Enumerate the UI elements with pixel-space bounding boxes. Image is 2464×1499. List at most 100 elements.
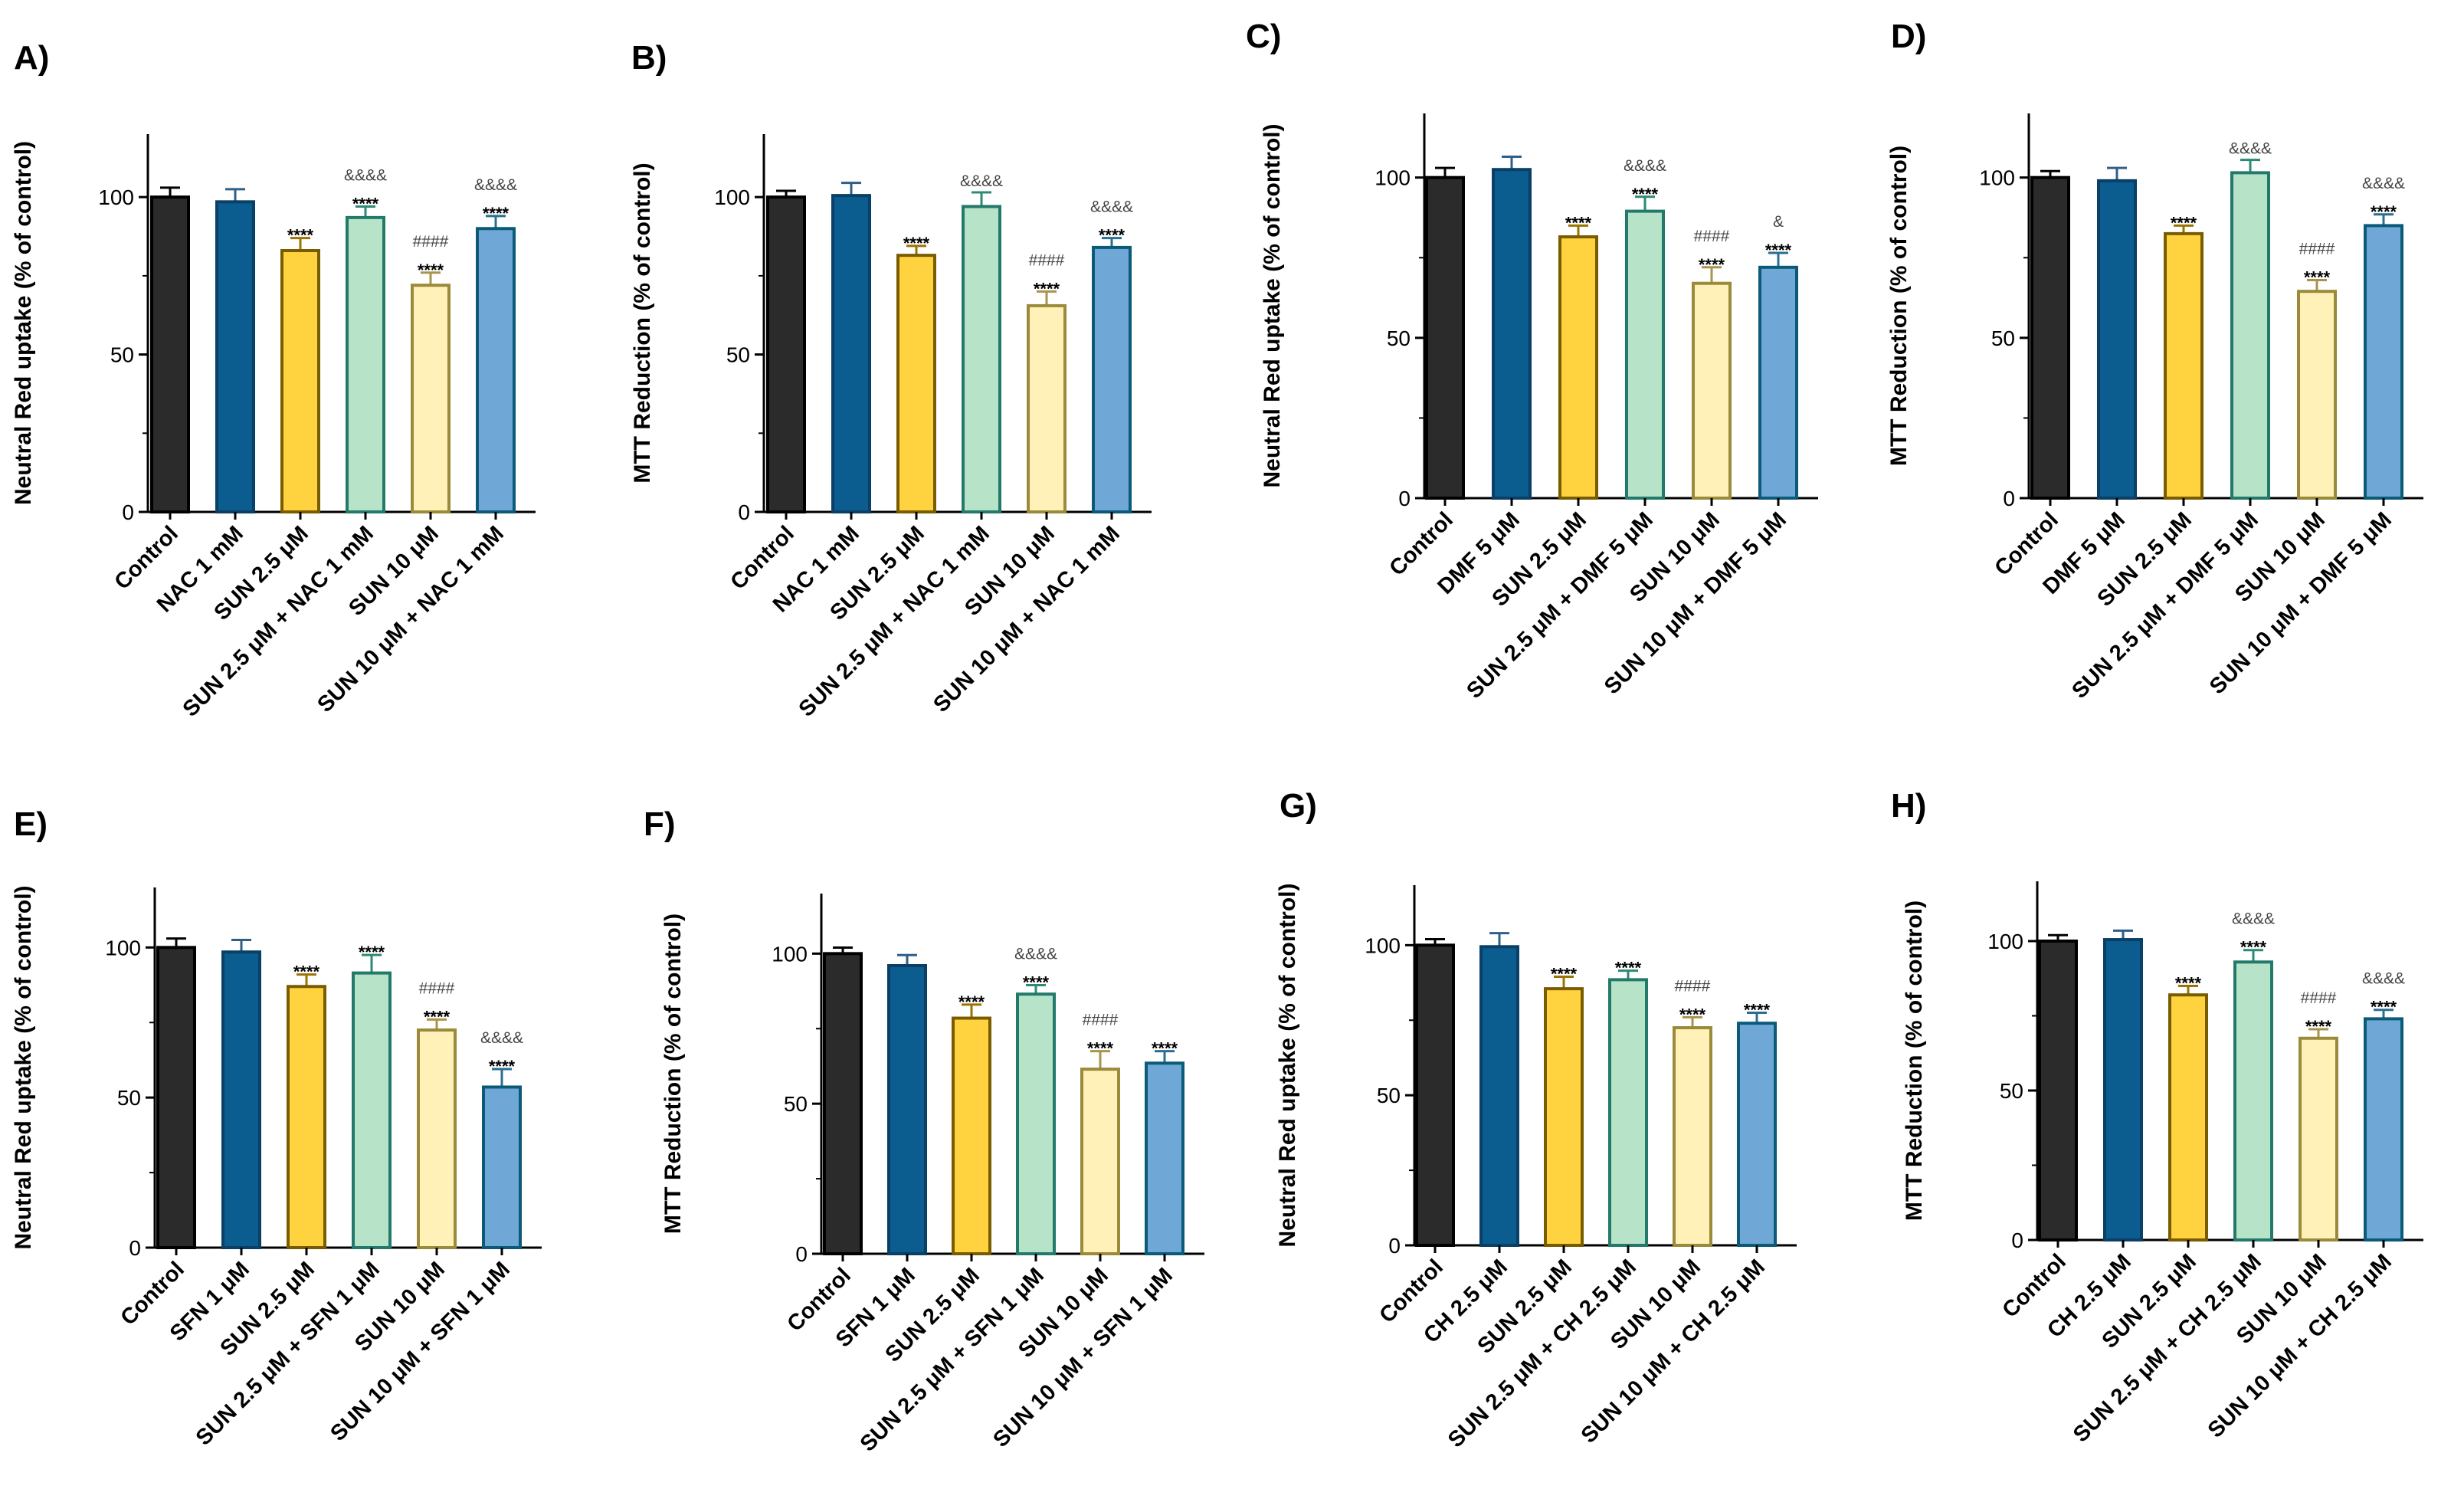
significance-label: &&&& [2362,175,2405,192]
significance-label: & [1773,213,1784,231]
bar-1 [823,952,863,1256]
bar-3 [287,985,326,1249]
bar-6 [476,227,516,513]
significance-label: &&&& [1014,945,1057,963]
y-tick-label: 50 [784,1092,808,1116]
y-axis-label: Neutral Red uptake (% of control) [11,885,36,1249]
significance-label: &&&& [474,176,517,194]
significance-label: **** [1034,279,1060,298]
y-tick-label: 50 [1377,1084,1401,1107]
y-axis-label: MTT Reduction (% of control) [1902,900,1927,1221]
significance-label: **** [1087,1039,1114,1058]
y-axis-label: MTT Reduction (% of control) [1886,146,1912,466]
significance-label: **** [1699,255,1725,274]
bar-4 [2230,171,2270,500]
y-tick-label: 0 [795,1242,808,1266]
significance-label: **** [1551,964,1578,983]
bar-1 [1415,943,1455,1248]
bar-6 [482,1085,522,1250]
significance-label: #### [1029,251,1065,269]
panel-label: G) [1280,787,1317,825]
bar-4 [962,205,1001,513]
panel-label: B) [631,39,667,77]
significance-label: **** [958,992,985,1012]
y-axis-label: Neutral Red uptake (% of control) [11,141,36,505]
bar-5 [2297,290,2337,500]
y-tick-label: 100 [1375,166,1411,190]
bar-2 [2097,179,2137,500]
significance-label: &&&& [2362,970,2405,988]
significance-label: **** [293,963,320,982]
y-tick-label: 100 [714,185,750,209]
significance-label: &&&& [480,1029,523,1047]
significance-label: **** [359,943,385,962]
bar-2 [221,950,261,1250]
y-tick-label: 100 [1365,933,1401,957]
significance-label: #### [2299,241,2335,258]
y-axis-label: MTT Reduction (% of control) [630,162,655,483]
bar-4 [352,971,392,1249]
significance-label: **** [424,1007,451,1026]
bar-5 [1673,1026,1712,1247]
bar-5 [2299,1036,2338,1242]
bar-2 [831,194,871,514]
bar-3 [1544,987,1584,1247]
bar-3 [280,249,320,513]
significance-label: **** [903,234,930,253]
significance-label: &&&& [1090,198,1133,216]
bar-1 [1425,175,1465,500]
panel-label: H) [1891,787,1926,825]
y-axis-label: Neutral Red uptake (% of control) [1275,883,1300,1247]
significance-label: **** [2171,213,2197,232]
panel-label: F) [644,805,676,843]
bar-5 [1080,1068,1120,1255]
bar-6 [1092,245,1132,513]
bar-6 [1145,1061,1184,1255]
bar-1 [156,946,196,1250]
bar-2 [1479,945,1519,1247]
bar-6 [1737,1022,1777,1247]
bar-4 [1608,978,1648,1247]
significance-label: &&&& [344,166,387,184]
significance-label: **** [2240,938,2267,957]
bar-4 [346,215,385,513]
y-tick-label: 100 [772,942,808,966]
panel-label: D) [1891,18,1926,55]
y-tick-label: 100 [1987,930,2023,953]
y-axis-label: MTT Reduction (% of control) [660,914,686,1234]
significance-label: **** [1679,1005,1706,1024]
significance-label: **** [2175,974,2202,993]
bar-6 [2364,224,2403,500]
bar-3 [2168,993,2208,1242]
bar-5 [1692,281,1732,500]
significance-label: **** [2371,998,2397,1017]
significance-label: &&&& [1624,157,1666,175]
y-tick-label: 100 [105,936,141,959]
chart-panel-3: C) 0 50 100 Neutral Red uptake (% of control… [1246,18,1818,704]
significance-label: &&&& [2232,910,2275,928]
y-tick-label: 50 [1991,326,2015,350]
significance-label: **** [1632,185,1659,204]
bar-2 [887,964,927,1255]
y-tick-label: 0 [2003,487,2015,510]
significance-label: #### [419,979,455,997]
bar-3 [2164,231,2204,500]
y-tick-label: 50 [110,343,134,367]
bar-4 [1625,209,1665,500]
bar-4 [1016,992,1056,1256]
significance-label: #### [1675,977,1711,995]
bar-6 [2364,1017,2403,1242]
significance-label: #### [2301,989,2337,1007]
significance-label: **** [2305,1017,2332,1036]
bar-5 [411,284,451,513]
bar-3 [896,254,936,513]
significance-label: **** [1023,973,1050,992]
bar-6 [1758,265,1798,500]
bar-5 [417,1028,457,1249]
significance-label: &&&& [960,172,1003,190]
significance-label: **** [352,194,379,213]
